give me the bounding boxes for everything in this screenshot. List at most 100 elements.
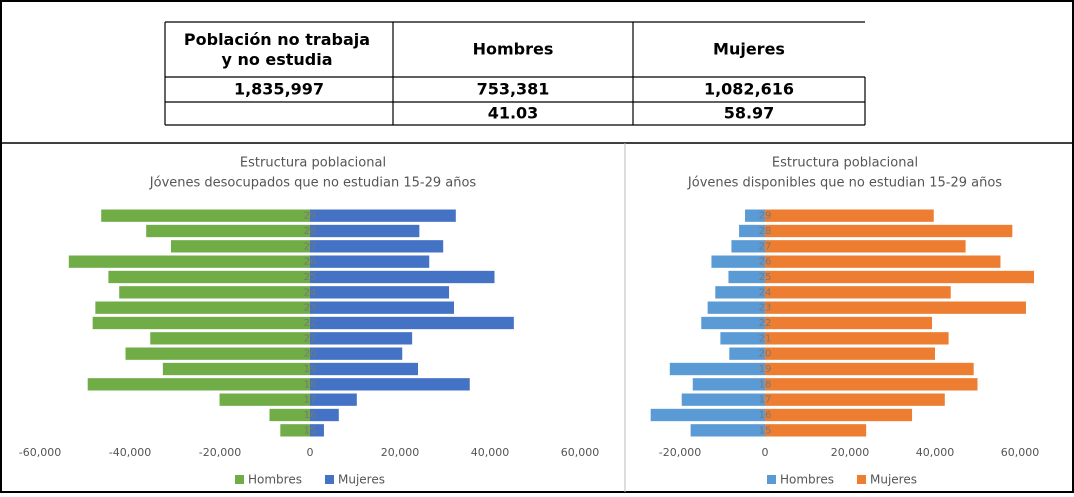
bar [119, 286, 310, 299]
y-tick-label: 20 [304, 349, 317, 360]
y-tick-label: 21 [759, 333, 772, 344]
bar [310, 408, 339, 422]
bar [310, 332, 413, 345]
bar [650, 408, 765, 422]
bar [729, 347, 765, 360]
x-tick-label: 40,000 [916, 446, 955, 459]
y-tick-label: 26 [304, 257, 317, 268]
bar [150, 332, 310, 345]
bar [765, 286, 951, 299]
bar [68, 255, 310, 268]
bar [310, 224, 420, 238]
bar [92, 316, 311, 330]
x-tick-label: 60,000 [561, 446, 600, 459]
y-tick-label: 15 [759, 425, 772, 436]
legend-swatch [324, 475, 334, 484]
y-tick-label: 17 [759, 395, 772, 406]
bar [765, 224, 1013, 238]
x-tick-label: -40,000 [109, 446, 151, 459]
table-cell: 1,835,997 [234, 80, 324, 99]
y-tick-label: 25 [759, 272, 772, 283]
y-tick-label: 25 [304, 272, 317, 283]
bar [95, 301, 310, 314]
bar [269, 408, 310, 422]
table-header: Población no trabaja y no estudia [184, 30, 370, 69]
x-tick-label: -20,000 [199, 446, 241, 459]
bar [310, 378, 470, 391]
bar [765, 347, 935, 360]
bar [310, 301, 454, 314]
bar [720, 332, 765, 345]
bar [765, 316, 933, 330]
y-tick-label: 24 [304, 287, 317, 298]
bar [731, 240, 765, 253]
bar [690, 424, 765, 437]
legend-label: Mujeres [338, 473, 385, 487]
bar [765, 301, 1026, 314]
y-tick-label: 28 [759, 226, 772, 237]
x-tick-label: -60,000 [19, 446, 61, 459]
y-tick-label: 22 [759, 318, 772, 329]
table [164, 21, 866, 126]
legend-label: Hombres [780, 473, 834, 487]
chart-subtitle: Jóvenes desocupados que no estudian 15-2… [149, 176, 477, 191]
bar [280, 424, 310, 437]
x-tick-label: 20,000 [831, 446, 870, 459]
table-cell: 1,082,616 [704, 80, 794, 99]
bar [310, 255, 430, 268]
y-tick-label: 24 [759, 287, 772, 298]
legend-label: Hombres [248, 473, 302, 487]
legend-swatch [235, 475, 244, 484]
y-tick-label: 15 [304, 425, 317, 436]
bar [745, 209, 765, 222]
bar [669, 362, 765, 376]
bar [108, 270, 311, 284]
bar [765, 362, 974, 376]
x-tick-label: -20,000 [659, 446, 701, 459]
y-tick-label: 23 [759, 303, 772, 314]
bar [310, 240, 444, 253]
bar [701, 316, 765, 330]
table-header: Mujeres [713, 40, 785, 59]
bar [87, 378, 310, 391]
y-tick-label: 19 [304, 364, 317, 375]
bar [681, 393, 765, 406]
bar [765, 378, 978, 391]
table-cell: 41.03 [488, 104, 539, 123]
y-tick-label: 23 [304, 303, 317, 314]
bar [310, 286, 450, 299]
legend-swatch [767, 475, 776, 484]
chart-subtitle: Jóvenes disponibles que no estudian 15-2… [687, 176, 1002, 191]
table-cell: 58.97 [724, 104, 775, 123]
bar [310, 393, 357, 406]
bar [765, 240, 966, 253]
bar [162, 362, 310, 376]
bar [692, 378, 765, 391]
y-tick-label: 16 [759, 410, 772, 421]
bar [310, 347, 403, 360]
y-tick-label: 26 [759, 257, 772, 268]
y-tick-label: 29 [759, 211, 772, 222]
bar [739, 224, 765, 238]
y-tick-label: 21 [304, 333, 317, 344]
y-tick-label: 17 [304, 395, 317, 406]
y-tick-label: 29 [304, 211, 317, 222]
bar [219, 393, 310, 406]
x-tick-label: 20,000 [381, 446, 420, 459]
bar [310, 424, 324, 437]
y-tick-label: 20 [759, 349, 772, 360]
bar [765, 209, 934, 222]
bar [310, 209, 456, 222]
bar [125, 347, 310, 360]
y-tick-label: 27 [759, 241, 772, 252]
bar [765, 270, 1035, 284]
legend-label: Mujeres [870, 473, 917, 487]
bar [711, 255, 765, 268]
y-tick-label: 27 [304, 241, 317, 252]
y-tick-label: 19 [759, 364, 772, 375]
bar [310, 362, 418, 376]
y-tick-label: 16 [304, 410, 317, 421]
bar [765, 332, 949, 345]
y-tick-label: 22 [304, 318, 317, 329]
bar [101, 209, 310, 222]
